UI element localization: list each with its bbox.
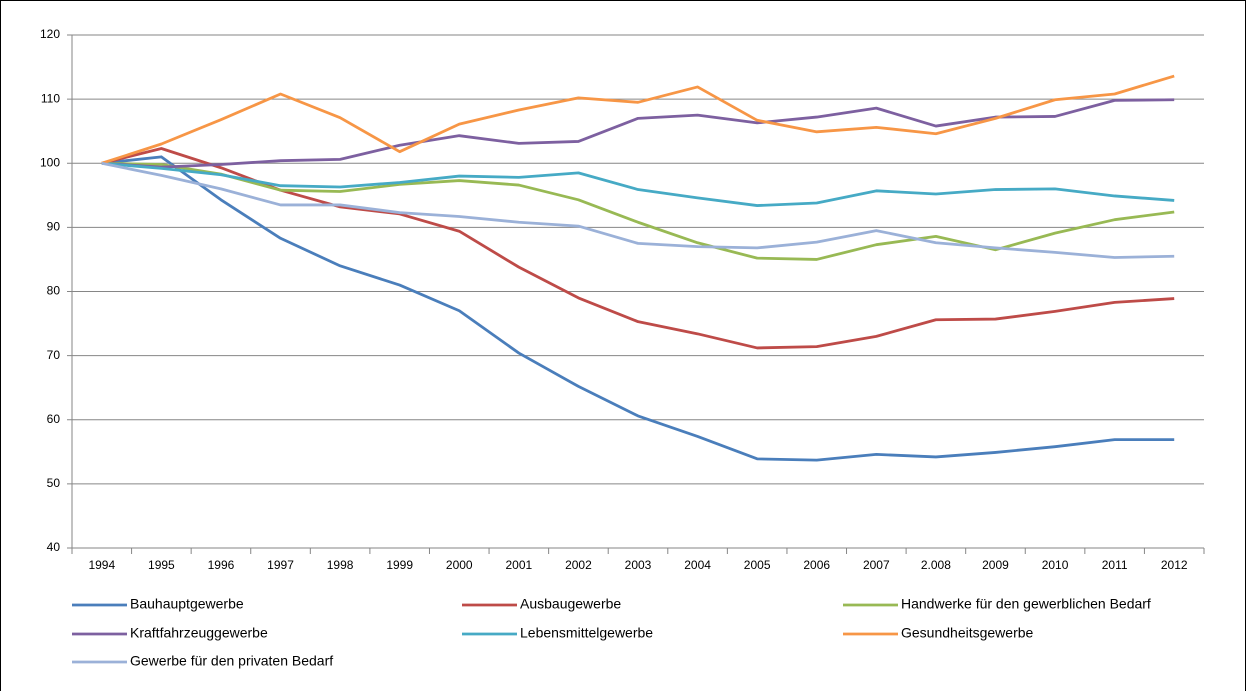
y-tick-label: 50 [47,476,61,490]
y-tick-label: 110 [41,91,60,105]
series-line [101,161,1175,259]
x-tick-label: 1999 [386,558,413,572]
x-tick-label: 2012 [1161,558,1188,572]
y-tick-label: 100 [40,155,60,169]
legend-label: Lebensmittelgewerbe [520,625,653,641]
x-tick-label: 2010 [1042,558,1069,572]
x-tick-label: 2007 [863,558,890,572]
y-tick-label: 40 [47,540,61,554]
x-tick-label: 1996 [208,558,235,572]
y-tick-label: 80 [47,284,61,298]
x-tick-label: 1998 [327,558,354,572]
x-tick-label: 1994 [88,558,115,572]
y-tick-label: 60 [47,412,61,426]
x-tick-label: 1997 [267,558,294,572]
x-tick-label: 2002 [565,558,592,572]
legend-label: Bauhauptgewerbe [130,596,244,612]
x-tick-label: 2006 [803,558,830,572]
x-tick-label: 2011 [1102,558,1128,572]
series-line [101,155,1175,462]
x-tick-label: 2009 [982,558,1009,572]
series-line [101,161,1175,207]
legend-label: Handwerke für den gewerblichen Bedarf [901,596,1151,612]
x-tick-label: 2004 [684,558,711,572]
legend-label: Ausbaugewerbe [520,596,621,612]
x-tick-label: 2.008 [921,558,951,572]
y-tick-label: 70 [47,348,61,362]
legend-label: Kraftfahrzeuggewerbe [130,625,268,641]
y-tick-label: 120 [40,27,60,41]
x-tick-label: 1995 [148,558,175,572]
x-tick-label: 2000 [446,558,473,572]
series-line [101,74,1175,165]
x-tick-label: 2001 [505,558,532,572]
series-line [101,161,1175,261]
legend-label: Gewerbe für den privaten Bedarf [130,653,333,669]
x-tick-label: 2003 [625,558,652,572]
x-tick-label: 2005 [744,558,771,572]
y-tick-label: 90 [47,220,61,234]
legend-label: Gesundheitsgewerbe [901,625,1034,641]
